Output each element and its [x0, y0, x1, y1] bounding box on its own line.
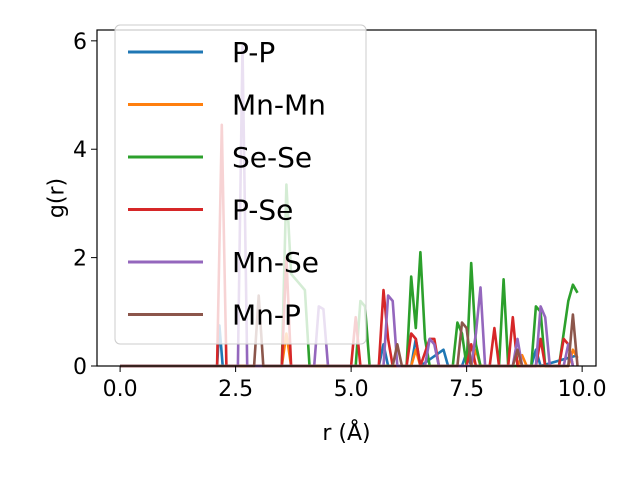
- y-tick-label: 6: [73, 30, 87, 55]
- x-tick-label: 10.0: [558, 377, 607, 402]
- y-tick-label: 0: [73, 355, 87, 380]
- legend-item: Se-Se: [128, 141, 312, 174]
- x-tick-label: 5.0: [334, 377, 369, 402]
- x-axis-label: r (Å): [322, 419, 370, 446]
- legend-label: Mn-Se: [232, 246, 319, 279]
- y-tick-label: 4: [73, 138, 87, 163]
- legend-label: Se-Se: [232, 141, 312, 174]
- legend-item: Mn-P: [128, 299, 301, 332]
- legend-label: P-Se: [232, 194, 293, 227]
- legend-label: P-P: [232, 36, 275, 69]
- x-tick-label: 7.5: [449, 377, 484, 402]
- x-tick-label: 0.0: [103, 377, 138, 402]
- legend: P-P Mn-Mn Se-Se P-Se Mn-Se Mn-P: [114, 24, 367, 345]
- x-tick-label: 2.5: [218, 377, 253, 402]
- legend-frame: [114, 24, 367, 345]
- legend-item: P-P: [128, 36, 275, 69]
- legend-item: Mn-Se: [128, 246, 319, 279]
- legend-label: Mn-Mn: [232, 89, 326, 122]
- legend-item: Mn-Mn: [128, 89, 326, 122]
- y-tick-label: 2: [73, 247, 87, 272]
- axis-ticks: 0.0 2.5 5.0 7.5 10.0 0 2 4 6: [73, 30, 607, 402]
- y-axis-label: g(r): [45, 178, 70, 218]
- legend-label: Mn-P: [232, 299, 301, 332]
- legend-item: P-Se: [128, 194, 293, 227]
